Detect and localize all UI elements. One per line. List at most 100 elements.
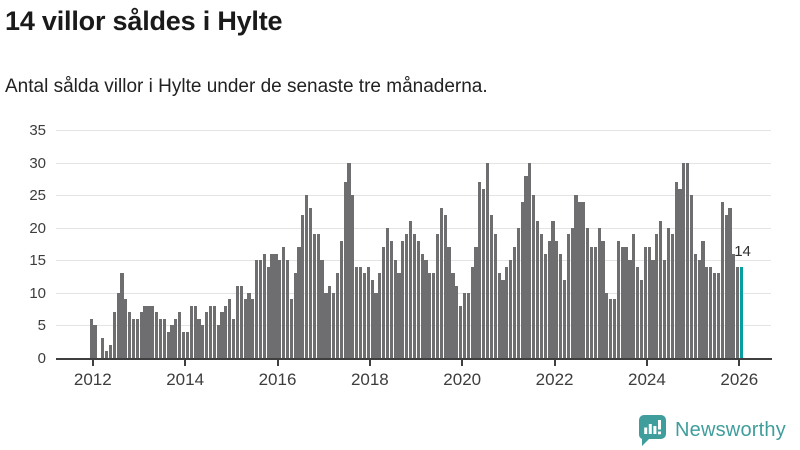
newsworthy-wordmark: Newsworthy (675, 419, 786, 441)
bar (158, 318, 163, 358)
bar (605, 292, 609, 358)
bar (166, 331, 170, 358)
bar (697, 260, 701, 358)
bar (416, 240, 420, 358)
bar (120, 273, 124, 358)
bar (666, 227, 671, 358)
bar (624, 247, 628, 358)
bar (489, 214, 493, 358)
bar (189, 305, 193, 358)
bar (593, 247, 597, 358)
bar (528, 162, 532, 358)
bar (178, 312, 182, 358)
bar (174, 318, 178, 358)
bar (728, 208, 732, 358)
newsworthy-logo: Newsworthy (639, 415, 786, 446)
gridline (56, 227, 771, 229)
bar (197, 318, 201, 358)
gridline (56, 195, 771, 197)
bar (193, 305, 197, 358)
bar (732, 253, 736, 358)
bar (320, 260, 324, 358)
bar (409, 221, 413, 358)
bar (239, 286, 243, 358)
bar (632, 234, 636, 358)
x-axis-tick (553, 359, 556, 366)
bar (678, 188, 682, 358)
bar (128, 312, 132, 358)
value-annotation: 14 (734, 242, 751, 260)
bar (497, 273, 501, 358)
bar (535, 221, 540, 358)
page-title: 14 villor såldes i Hylte (5, 6, 283, 36)
bar (620, 247, 624, 358)
bar (509, 260, 513, 358)
bar (412, 234, 417, 358)
bar (274, 253, 278, 358)
bar (328, 286, 332, 358)
bar (139, 312, 143, 358)
bar (578, 201, 582, 358)
bar (493, 234, 497, 358)
bar (447, 247, 451, 358)
bar (562, 279, 567, 358)
bar (285, 260, 290, 358)
x-axis-tick-label: 2012 (73, 370, 112, 389)
bar (170, 325, 174, 358)
y-axis-tick-label: 25 (29, 187, 46, 205)
bar (485, 162, 490, 358)
bar (262, 253, 266, 358)
gridline (56, 130, 771, 131)
bar (112, 312, 116, 358)
bar (420, 253, 424, 358)
bar (401, 240, 405, 358)
bar (597, 227, 601, 358)
bar (297, 247, 301, 358)
bar (181, 331, 186, 358)
highlight-bar (739, 266, 744, 358)
bar (393, 260, 397, 358)
bar (351, 195, 355, 358)
bar (358, 266, 363, 358)
bar (332, 292, 336, 358)
gridline (56, 162, 771, 164)
bar (305, 195, 309, 358)
bar (185, 331, 189, 358)
x-axis-tick-label: 2024 (628, 370, 666, 389)
bar (609, 299, 613, 358)
bar (282, 247, 286, 358)
bar (424, 260, 428, 358)
bar (547, 240, 551, 358)
bar (362, 273, 366, 358)
bar (247, 292, 251, 358)
bar (601, 240, 605, 358)
bar (628, 260, 632, 358)
bar (659, 221, 663, 358)
bar (270, 253, 274, 358)
bar (89, 318, 93, 358)
bar (93, 325, 97, 358)
bar (235, 286, 240, 358)
bar (724, 214, 728, 358)
bar (370, 279, 374, 358)
bar (397, 273, 401, 358)
bar (266, 266, 270, 358)
x-axis-tick (91, 359, 94, 366)
x-axis-tick-label: 2014 (166, 370, 205, 389)
x-axis-tick (461, 359, 464, 366)
bar (705, 266, 709, 358)
bar (435, 234, 440, 358)
bar (316, 234, 320, 358)
bar (647, 247, 651, 358)
bar (720, 201, 724, 358)
bar (135, 318, 139, 358)
chart-subtitle: Antal sålda villor i Hylte under de sena… (5, 76, 488, 97)
bar (451, 273, 455, 358)
bar (432, 273, 436, 358)
bar (131, 318, 136, 358)
bar (278, 260, 282, 358)
bar (693, 253, 697, 358)
y-axis-tick-label: 5 (37, 317, 46, 335)
x-axis-tick-label: 2016 (258, 370, 297, 389)
bar (616, 240, 620, 358)
